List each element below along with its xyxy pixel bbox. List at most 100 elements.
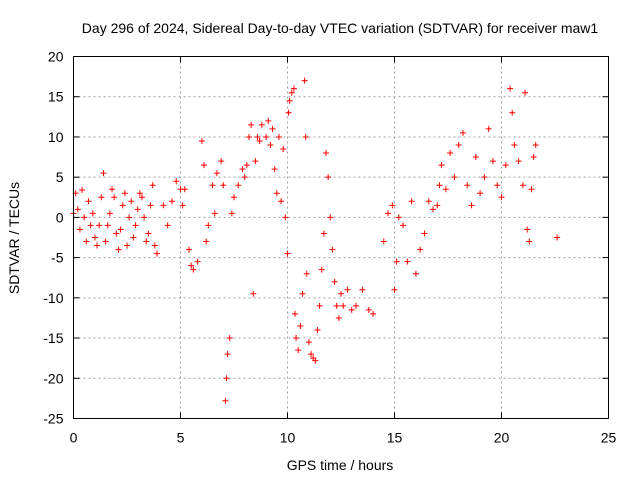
data-point (94, 242, 101, 249)
data-point (85, 198, 92, 205)
data-point (305, 339, 312, 346)
data-point (314, 327, 321, 334)
data-point (365, 306, 372, 313)
data-point (385, 210, 392, 217)
data-point (323, 150, 330, 157)
data-point (522, 89, 529, 96)
data-point (344, 286, 351, 293)
data-point (498, 194, 505, 201)
data-point (115, 246, 122, 253)
data-point (438, 162, 445, 169)
data-point (248, 121, 255, 128)
x-tick-label: 15 (387, 430, 403, 446)
data-point (209, 182, 216, 189)
data-point (271, 166, 278, 173)
data-point (280, 146, 287, 153)
data-point (102, 238, 109, 245)
data-point (275, 133, 282, 140)
data-point (151, 242, 158, 249)
data-point (188, 262, 195, 269)
data-point (258, 121, 265, 128)
data-point (79, 187, 86, 194)
data-point (284, 250, 291, 257)
x-tick-label: 25 (601, 430, 617, 446)
data-point (308, 351, 315, 358)
data-point (468, 202, 475, 209)
data-point (278, 198, 285, 205)
data-points (70, 77, 561, 404)
data-point (335, 314, 342, 321)
data-point (106, 210, 113, 217)
data-point (340, 302, 347, 309)
data-point (532, 141, 539, 148)
data-point (380, 238, 387, 245)
data-point (494, 182, 501, 189)
data-point (241, 174, 248, 181)
data-point (201, 162, 208, 169)
data-point (203, 238, 210, 245)
data-point (224, 351, 231, 358)
data-point (291, 310, 298, 317)
y-tick-label: 10 (48, 129, 64, 145)
data-point (145, 230, 152, 237)
data-point (128, 198, 135, 205)
data-point (245, 133, 252, 140)
data-point (138, 194, 145, 201)
data-point (220, 182, 227, 189)
data-point (273, 190, 280, 197)
data-point (288, 89, 295, 96)
data-point (74, 206, 81, 213)
data-point (389, 202, 396, 209)
data-point (252, 158, 259, 165)
x-tick-label: 10 (280, 430, 296, 446)
data-point (524, 226, 531, 233)
data-point (481, 174, 488, 181)
data-point (218, 158, 225, 165)
x-axis-label: GPS time / hours (287, 457, 394, 473)
data-point (168, 198, 175, 205)
data-point (285, 109, 292, 116)
data-point (132, 222, 139, 229)
data-point (425, 198, 432, 205)
data-point (100, 170, 107, 177)
data-point (530, 154, 537, 161)
data-point (226, 335, 233, 342)
data-point (447, 150, 454, 157)
data-point (87, 222, 94, 229)
data-point (89, 210, 96, 217)
data-point (327, 214, 334, 221)
data-point (485, 125, 492, 132)
data-point (267, 141, 274, 148)
x-tick-label: 5 (177, 430, 185, 446)
data-point (459, 129, 466, 136)
data-point (109, 186, 116, 193)
grid-lines (73, 56, 609, 419)
data-point (81, 214, 88, 221)
data-point (113, 230, 120, 237)
data-point (472, 154, 479, 161)
data-point (526, 238, 533, 245)
data-point (231, 194, 237, 201)
data-point (295, 347, 302, 354)
data-point (223, 375, 230, 382)
data-point (149, 182, 156, 189)
data-point (141, 214, 148, 221)
y-tick-label: -20 (43, 370, 63, 386)
data-point (434, 202, 441, 209)
axis-ticks (73, 56, 609, 419)
data-point (117, 226, 124, 233)
chart-title: Day 296 of 2024, Sidereal Day-to-day VTE… (82, 20, 599, 36)
data-point (136, 190, 143, 197)
data-point (515, 158, 522, 165)
data-point (338, 290, 344, 297)
data-point (124, 242, 130, 249)
data-point (417, 246, 424, 253)
data-point (263, 133, 270, 140)
data-point (329, 246, 336, 253)
data-point (119, 202, 126, 209)
data-point (282, 214, 289, 221)
y-tick-label: 20 (48, 49, 64, 65)
data-point (153, 250, 160, 257)
x-tick-labels: 0 5 10 15 20 25 (70, 430, 617, 446)
